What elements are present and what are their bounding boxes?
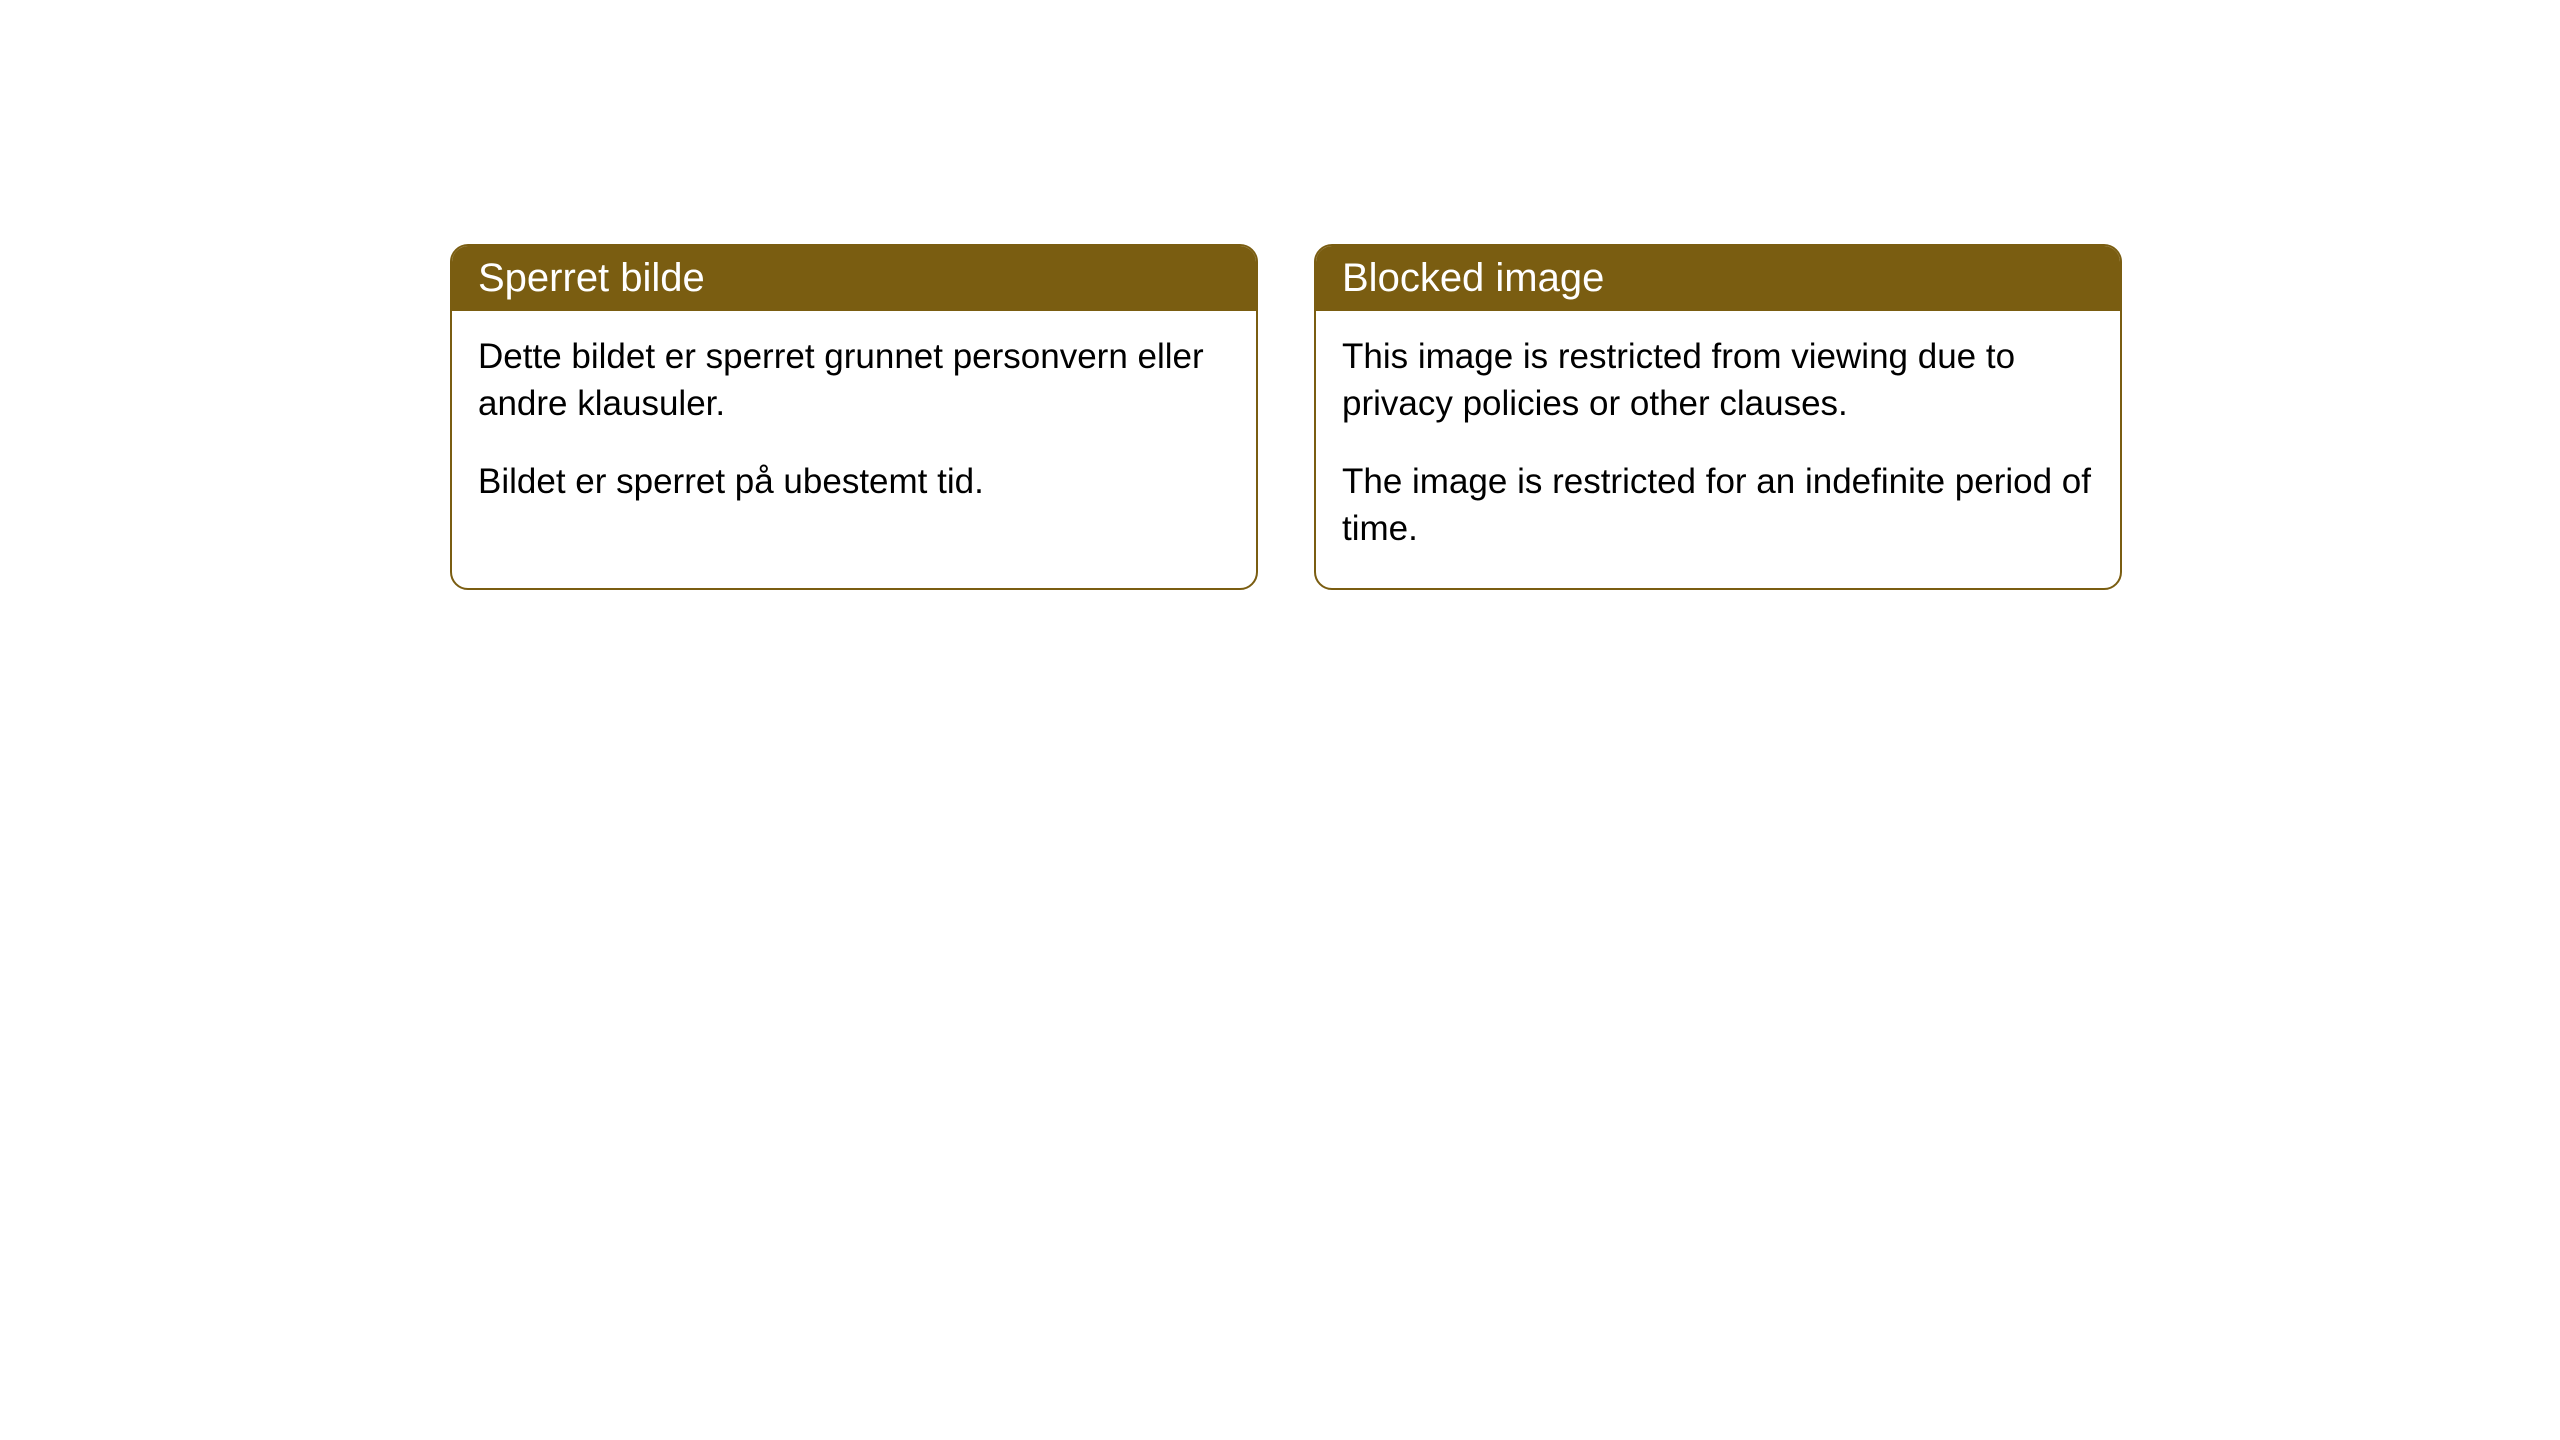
card-header: Blocked image [1316, 246, 2120, 311]
card-paragraph-2: Bildet er sperret på ubestemt tid. [478, 458, 1230, 505]
card-paragraph-2: The image is restricted for an indefinit… [1342, 458, 2094, 553]
card-paragraph-1: This image is restricted from viewing du… [1342, 333, 2094, 428]
notice-cards-container: Sperret bilde Dette bildet er sperret gr… [450, 244, 2122, 590]
blocked-image-card-english: Blocked image This image is restricted f… [1314, 244, 2122, 590]
card-body: Dette bildet er sperret grunnet personve… [452, 311, 1256, 541]
card-title: Blocked image [1342, 256, 1604, 300]
card-header: Sperret bilde [452, 246, 1256, 311]
card-paragraph-1: Dette bildet er sperret grunnet personve… [478, 333, 1230, 428]
card-body: This image is restricted from viewing du… [1316, 311, 2120, 588]
card-title: Sperret bilde [478, 256, 705, 300]
blocked-image-card-norwegian: Sperret bilde Dette bildet er sperret gr… [450, 244, 1258, 590]
